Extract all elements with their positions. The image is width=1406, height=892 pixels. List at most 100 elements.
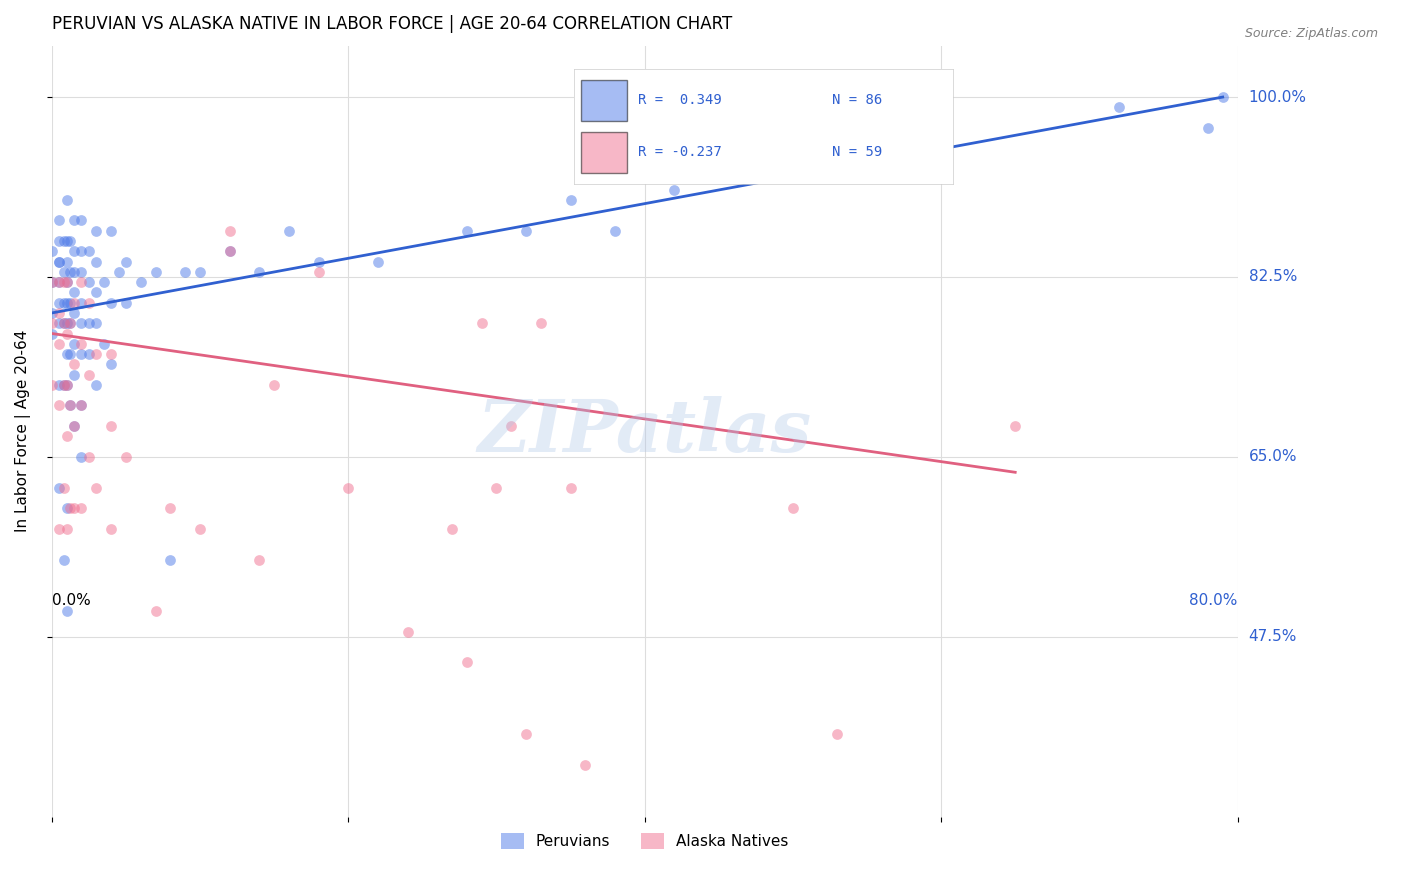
- Point: [48, 336, 70, 351]
- Point: [48, 522, 70, 536]
- Point: [218, 224, 240, 238]
- Point: [48, 316, 70, 330]
- Point: [337, 481, 360, 495]
- Point: [55, 326, 77, 341]
- Point: [48, 399, 70, 413]
- Point: [48, 275, 70, 289]
- Point: [63, 265, 86, 279]
- Point: [247, 265, 270, 279]
- Point: [115, 295, 138, 310]
- Point: [59, 316, 82, 330]
- Point: [1004, 419, 1026, 434]
- Point: [77, 244, 100, 259]
- Point: [115, 254, 138, 268]
- Point: [367, 254, 389, 268]
- Point: [52, 295, 75, 310]
- Point: [278, 224, 301, 238]
- Point: [827, 727, 849, 741]
- Point: [48, 213, 70, 227]
- Point: [48, 275, 70, 289]
- Text: 0.0%: 0.0%: [52, 592, 90, 607]
- Point: [48, 378, 70, 392]
- Point: [174, 265, 197, 279]
- Point: [59, 295, 82, 310]
- Point: [115, 450, 138, 464]
- Legend: Peruvians, Alaska Natives: Peruvians, Alaska Natives: [495, 827, 794, 855]
- Point: [530, 316, 553, 330]
- Point: [100, 224, 122, 238]
- Point: [456, 656, 478, 670]
- Point: [1212, 90, 1234, 104]
- Text: 47.5%: 47.5%: [1249, 629, 1296, 644]
- Point: [84, 481, 107, 495]
- Point: [1108, 100, 1130, 114]
- Point: [63, 501, 86, 516]
- Point: [440, 522, 463, 536]
- Point: [63, 368, 86, 382]
- Point: [48, 295, 70, 310]
- Point: [52, 316, 75, 330]
- Point: [63, 357, 86, 371]
- Text: PERUVIAN VS ALASKA NATIVE IN LABOR FORCE | AGE 20-64 CORRELATION CHART: PERUVIAN VS ALASKA NATIVE IN LABOR FORCE…: [52, 15, 733, 33]
- Point: [396, 624, 419, 639]
- Point: [63, 336, 86, 351]
- Point: [93, 336, 115, 351]
- Point: [84, 316, 107, 330]
- Point: [41, 306, 63, 320]
- Point: [471, 316, 494, 330]
- Point: [159, 552, 181, 566]
- Point: [100, 419, 122, 434]
- Point: [308, 265, 330, 279]
- Point: [77, 275, 100, 289]
- Point: [63, 285, 86, 300]
- Point: [782, 501, 804, 516]
- Point: [52, 265, 75, 279]
- Point: [63, 244, 86, 259]
- Point: [515, 224, 537, 238]
- Point: [48, 234, 70, 248]
- Point: [107, 265, 129, 279]
- Point: [55, 522, 77, 536]
- Point: [485, 481, 508, 495]
- Point: [59, 347, 82, 361]
- Point: [308, 254, 330, 268]
- Point: [603, 224, 626, 238]
- Point: [48, 306, 70, 320]
- Point: [41, 316, 63, 330]
- Text: Source: ZipAtlas.com: Source: ZipAtlas.com: [1244, 27, 1378, 40]
- Point: [70, 244, 93, 259]
- Point: [70, 265, 93, 279]
- Point: [129, 275, 152, 289]
- Point: [55, 604, 77, 618]
- Point: [52, 234, 75, 248]
- Point: [41, 326, 63, 341]
- Point: [501, 419, 523, 434]
- Point: [52, 378, 75, 392]
- Point: [63, 306, 86, 320]
- Text: 80.0%: 80.0%: [1189, 592, 1237, 607]
- Point: [41, 378, 63, 392]
- Point: [70, 336, 93, 351]
- Point: [84, 254, 107, 268]
- Point: [55, 193, 77, 207]
- Point: [55, 378, 77, 392]
- Point: [100, 347, 122, 361]
- Point: [93, 275, 115, 289]
- Point: [41, 275, 63, 289]
- Point: [70, 399, 93, 413]
- Point: [52, 316, 75, 330]
- Point: [70, 399, 93, 413]
- Point: [70, 213, 93, 227]
- Point: [70, 316, 93, 330]
- Point: [55, 378, 77, 392]
- Point: [59, 234, 82, 248]
- Point: [100, 522, 122, 536]
- Point: [84, 378, 107, 392]
- Point: [70, 450, 93, 464]
- Text: 100.0%: 100.0%: [1249, 89, 1306, 104]
- Point: [59, 501, 82, 516]
- Point: [515, 727, 537, 741]
- Point: [100, 357, 122, 371]
- Point: [41, 244, 63, 259]
- Point: [77, 368, 100, 382]
